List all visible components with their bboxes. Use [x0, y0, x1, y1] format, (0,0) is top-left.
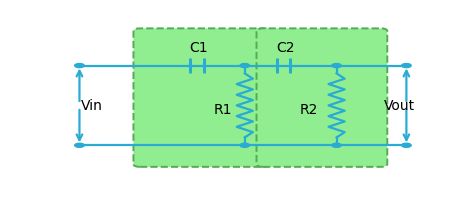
Circle shape: [240, 64, 249, 68]
Text: Vin: Vin: [82, 98, 103, 112]
Text: C2: C2: [276, 41, 294, 55]
Text: R1: R1: [213, 103, 232, 117]
Text: C1: C1: [190, 41, 208, 55]
Circle shape: [332, 64, 341, 68]
Circle shape: [401, 64, 411, 68]
Circle shape: [75, 144, 84, 148]
Circle shape: [332, 144, 341, 148]
Circle shape: [75, 64, 84, 68]
Text: R2: R2: [300, 103, 318, 117]
FancyBboxPatch shape: [256, 29, 387, 167]
Circle shape: [240, 144, 249, 148]
Text: Vout: Vout: [383, 98, 415, 112]
FancyBboxPatch shape: [134, 29, 270, 167]
Circle shape: [401, 144, 411, 148]
